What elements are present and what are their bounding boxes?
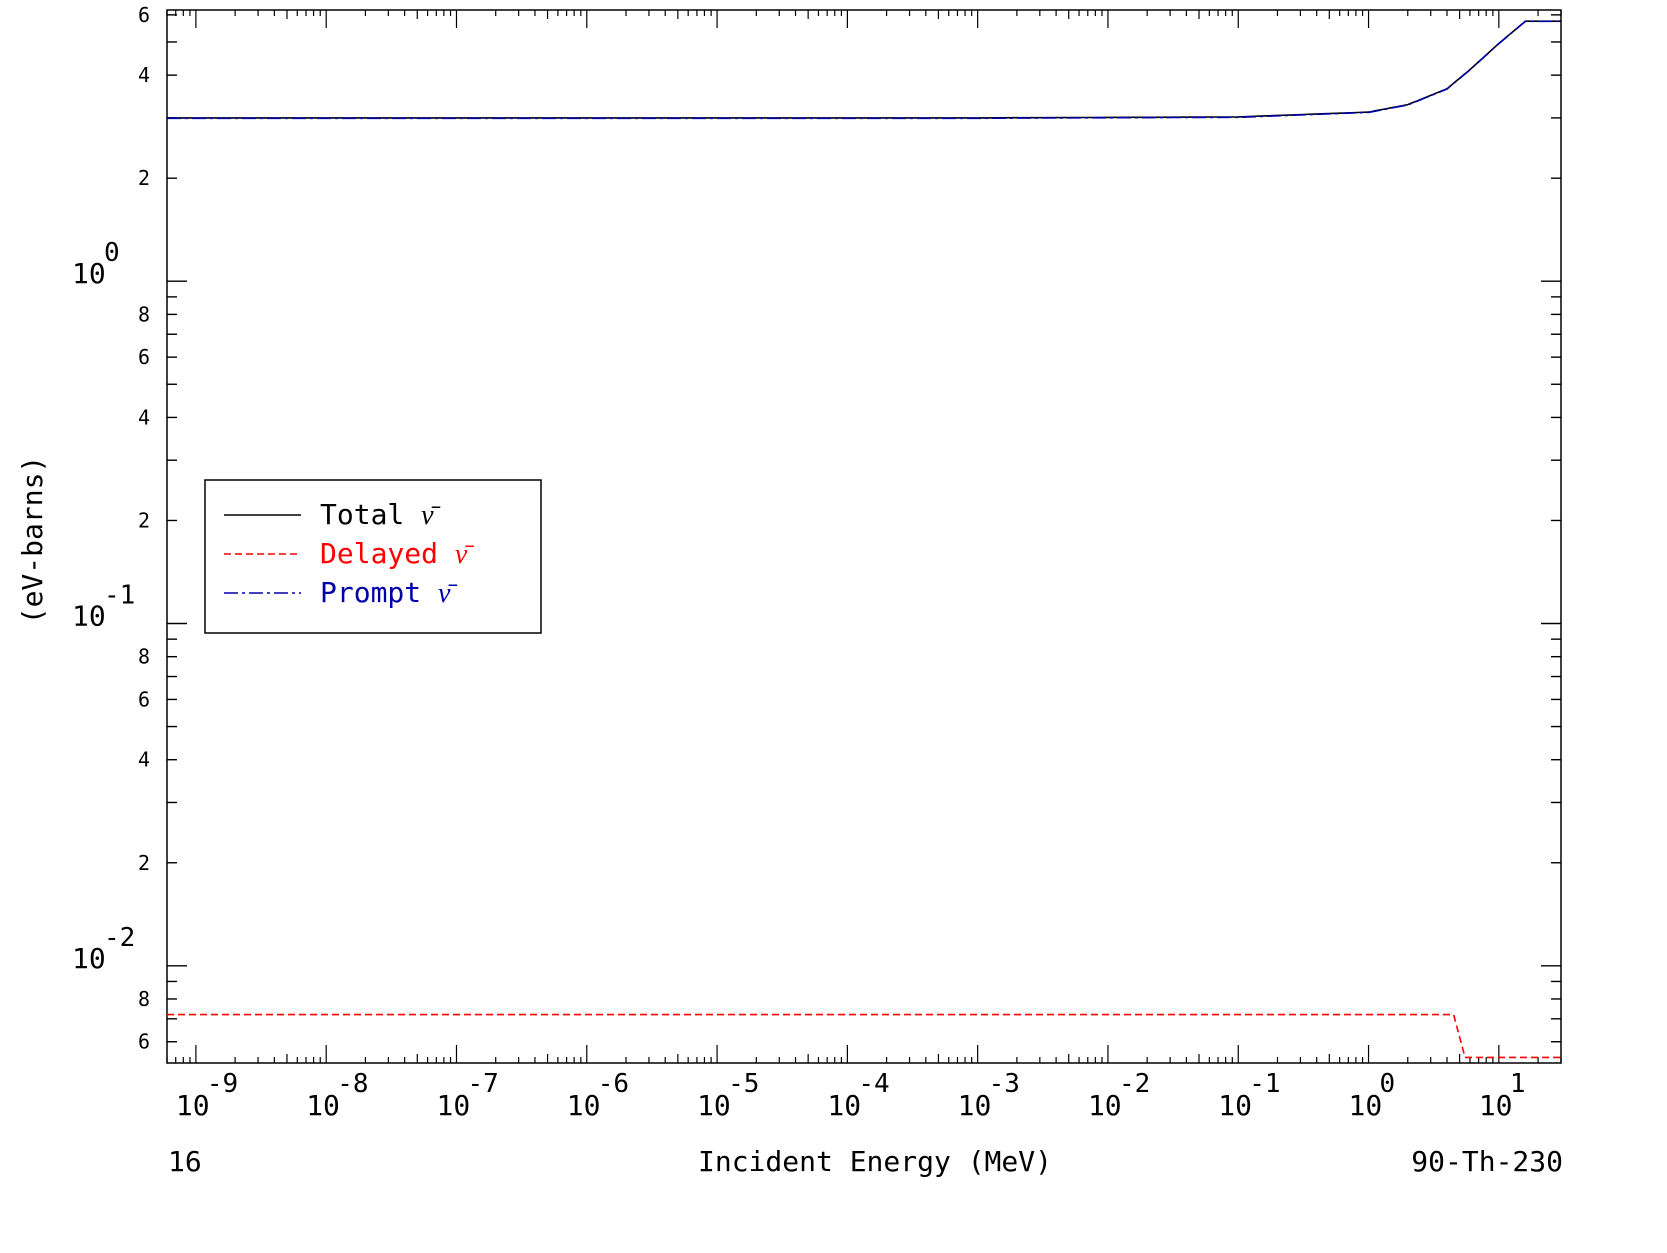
y-minor-label: 8 — [138, 302, 150, 326]
x-tick-label: 10-9 — [176, 1069, 238, 1122]
series-line — [167, 1013, 1561, 1059]
x-tick-label: 10-5 — [697, 1069, 759, 1122]
plot-frame — [166, 9, 1562, 1064]
x-tick-label: 10-4 — [827, 1069, 889, 1122]
x-tick-label: 100 — [1349, 1069, 1396, 1122]
x-tick-label: 10-8 — [306, 1069, 368, 1122]
series-layer — [167, 20, 1561, 1059]
x-axis-label: Incident Energy (MeV) — [698, 1145, 1052, 1178]
series-line — [167, 20, 1561, 119]
y-tick-base: 10 — [72, 257, 106, 290]
legend: Total ν̄ Delayed ν̄ Prompt ν̄ — [204, 479, 542, 634]
legend-item: Total ν̄ — [224, 498, 441, 531]
corner-left-label: 16 — [168, 1145, 202, 1178]
x-tick-base: 10 — [1349, 1089, 1383, 1122]
x-tick-base: 10 — [1479, 1089, 1513, 1122]
legend-label-text: Total — [320, 498, 421, 531]
x-tick-base: 10 — [436, 1089, 470, 1122]
legend-label: Total ν̄ — [320, 498, 441, 531]
x-tick-base: 10 — [306, 1089, 340, 1122]
x-tick-exponent: -3 — [989, 1069, 1020, 1099]
legend-box — [204, 479, 542, 634]
x-tick-label: 101 — [1479, 1069, 1526, 1122]
corner-right-label: 90-Th-230 — [1411, 1145, 1563, 1178]
x-tick-exponent: -5 — [728, 1069, 759, 1099]
y-minor-label: 8 — [138, 645, 150, 669]
x-tick-base: 10 — [1218, 1089, 1252, 1122]
y-minor-label: 6 — [138, 687, 150, 711]
y-tick-exponent: 0 — [104, 238, 120, 268]
x-tick-label: 10-7 — [436, 1069, 498, 1122]
x-tick-base: 10 — [827, 1089, 861, 1122]
x-tick-exponent: -7 — [467, 1069, 498, 1099]
legend-item: Prompt ν̄ — [224, 576, 457, 609]
y-minor-label: 4 — [138, 748, 150, 772]
y-tick-exponent: -2 — [104, 923, 135, 953]
legend-label-text: Prompt — [320, 576, 438, 609]
y-axis-label: (eV-barns) — [16, 456, 49, 625]
x-tick-label: 10-2 — [1088, 1069, 1150, 1122]
y-minor-label: 2 — [138, 851, 150, 875]
y-minor-label: 6 — [138, 3, 150, 27]
x-tick-exponent: -9 — [207, 1069, 238, 1099]
x-tick-label: 10-3 — [958, 1069, 1020, 1122]
legend-label-text: Delayed — [320, 537, 455, 570]
y-decade-label: 10-1 — [72, 581, 135, 633]
y-minor-label: 2 — [138, 166, 150, 190]
series-line — [167, 20, 1561, 120]
x-tick-base: 10 — [697, 1089, 731, 1122]
x-tick-base: 10 — [176, 1089, 210, 1122]
x-tick-exponent: -1 — [1249, 1069, 1280, 1099]
x-tick-base: 10 — [958, 1089, 992, 1122]
x-tick-label: 10-6 — [567, 1069, 629, 1122]
x-tick-exponent: 1 — [1510, 1069, 1526, 1099]
axis-ticks — [166, 10, 1562, 1063]
x-tick-label: 10-1 — [1218, 1069, 1280, 1122]
x-tick-exponent: -2 — [1119, 1069, 1150, 1099]
y-minor-label: 4 — [138, 63, 150, 87]
y-decade-label: 10-2 — [72, 923, 135, 975]
y-minor-label: 6 — [138, 345, 150, 369]
y-decade-label: 100 — [72, 238, 120, 290]
y-tick-exponent: -1 — [104, 581, 135, 611]
legend-label: Delayed ν̄ — [320, 537, 474, 570]
x-tick-exponent: -4 — [858, 1069, 889, 1099]
x-tick-labels: 10-910-810-710-610-510-410-310-210-11001… — [176, 1069, 1526, 1122]
x-tick-exponent: -8 — [337, 1069, 368, 1099]
legend-label: Prompt ν̄ — [320, 576, 457, 609]
y-tick-base: 10 — [72, 600, 106, 633]
y-minor-label: 2 — [138, 508, 150, 532]
x-tick-base: 10 — [567, 1089, 601, 1122]
y-minor-label: 6 — [138, 1030, 150, 1054]
y-tick-base: 10 — [72, 942, 106, 975]
y-minor-label: 4 — [138, 405, 150, 429]
x-tick-base: 10 — [1088, 1089, 1122, 1122]
x-tick-exponent: -6 — [598, 1069, 629, 1099]
y-minor-label: 8 — [138, 987, 150, 1011]
x-tick-exponent: 0 — [1380, 1069, 1396, 1099]
